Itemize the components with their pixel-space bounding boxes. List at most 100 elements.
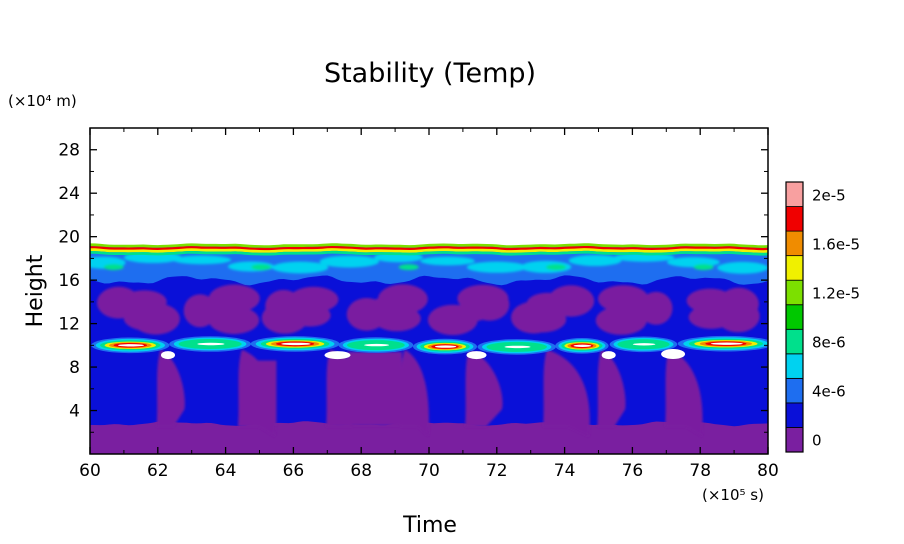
- colorbar-swatch: [785, 230, 804, 257]
- white-patch: [601, 351, 616, 360]
- y-tick-label: 8: [69, 358, 80, 378]
- tropopause-rim: [90, 246, 768, 251]
- x-unit-label: (×10⁵ s): [702, 486, 764, 504]
- upper-purple-blob: [618, 298, 652, 317]
- cyan-streak: [319, 255, 379, 268]
- cyan-streak: [420, 256, 475, 266]
- upper-purple-regions: [97, 284, 760, 336]
- purple-plume: [156, 349, 185, 427]
- purple-plume: [665, 349, 703, 437]
- band-upper-blue: [90, 263, 768, 349]
- purple-plume: [597, 349, 626, 427]
- colorbar-swatch: [785, 402, 804, 428]
- cyan-streak: [614, 253, 675, 262]
- tropopause-rim: [90, 250, 768, 256]
- purple-plume: [465, 349, 503, 427]
- colorbar-swatch: [785, 328, 804, 355]
- x-tick-label: 74: [554, 461, 576, 481]
- y-axis-label: Height: [23, 254, 48, 327]
- colorbar-label: 4e-6: [812, 383, 846, 401]
- colorbar-frame: [785, 181, 804, 453]
- x-tick-label: 76: [622, 461, 644, 481]
- colorbar-swatch: [785, 279, 804, 306]
- x-tick-label: 66: [283, 461, 305, 481]
- tropopause-rim: [90, 248, 768, 253]
- green-streak: [251, 264, 272, 271]
- green-streak: [103, 264, 124, 271]
- stable-lens-core: [281, 342, 311, 346]
- stable-lens-core: [573, 344, 592, 347]
- colorbar-swatch: [785, 181, 804, 207]
- purple-plume: [543, 349, 590, 437]
- upper-purple-blob: [204, 295, 243, 316]
- cyan-streak: [272, 261, 329, 274]
- contour-field: [90, 243, 768, 454]
- x-tick-label: 64: [215, 461, 237, 481]
- white-patch: [161, 351, 175, 360]
- purple-column: [347, 351, 402, 426]
- x-tick-label: 72: [486, 461, 508, 481]
- lower-purple-plumes: [156, 349, 703, 437]
- green-streak: [546, 264, 567, 271]
- stable-lens-core: [504, 345, 531, 349]
- green-streak: [693, 264, 714, 271]
- stable-lens-core: [710, 342, 743, 345]
- colorbar-swatch: [785, 206, 804, 232]
- stable-lens-core: [434, 345, 457, 348]
- white-patch: [324, 351, 351, 360]
- colorbar-label: 1.6e-5: [812, 235, 860, 253]
- x-tick-label: 68: [350, 461, 372, 481]
- y-tick-label: 12: [58, 315, 80, 335]
- y-axis: 4 8 12 16 20 24 28: [58, 141, 768, 433]
- cyan-streak: [466, 261, 527, 273]
- purple-plume: [400, 349, 429, 437]
- colorbar-swatch: [785, 255, 804, 281]
- stable-lens-core: [364, 343, 390, 347]
- x-tick-label: 60: [79, 461, 101, 481]
- band-surface-purple: [90, 421, 768, 454]
- upper-purple-blob: [511, 301, 557, 334]
- white-patch: [661, 349, 686, 360]
- purple-column: [245, 360, 277, 426]
- colorbar-label: 8e-6: [812, 334, 846, 352]
- cyan-streak: [568, 254, 622, 267]
- white-patch: [466, 351, 487, 360]
- colorbar-swatch: [785, 377, 804, 404]
- tropopause-rim: [90, 243, 768, 248]
- upper-purple-blob: [718, 287, 759, 321]
- colorbar-swatch: [785, 304, 804, 330]
- upper-purple-blob: [547, 285, 595, 317]
- x-tick-label: 62: [147, 461, 169, 481]
- y-tick-label: 20: [58, 228, 80, 248]
- colorbar-label: 0: [812, 432, 822, 450]
- upper-purple-blob: [265, 289, 302, 323]
- y-unit-label: (×10⁴ m): [8, 92, 77, 110]
- x-axis-label: Time: [402, 513, 457, 538]
- colorbar-label: 1.2e-5: [812, 285, 860, 303]
- colorbar-swatch: [785, 353, 804, 379]
- stable-lens-core: [632, 343, 656, 346]
- chart-title: Stability (Temp): [324, 58, 536, 89]
- upper-purple-blob: [97, 286, 141, 319]
- upper-purple-blob: [457, 284, 509, 313]
- cyan-streak: [717, 261, 768, 274]
- colorbar: 0 4e-6 8e-6 1.2e-5 1.6e-5 2e-5: [785, 181, 860, 453]
- x-tick-label: 78: [689, 461, 711, 481]
- x-tick-label: 70: [418, 461, 440, 481]
- upper-purple-blob: [373, 305, 421, 332]
- x-tick-label: 80: [757, 461, 779, 481]
- stable-lens-core: [197, 342, 225, 346]
- y-tick-label: 24: [58, 184, 80, 204]
- upper-purple-blob: [639, 291, 673, 325]
- stable-lens-core: [117, 344, 145, 347]
- green-streak: [398, 264, 419, 271]
- cyan-streak: [172, 255, 232, 265]
- x-axis: 60 62 64 66 68 70 72 74 76 78 80: [79, 128, 779, 481]
- y-tick-label: 4: [69, 402, 80, 422]
- y-tick-label: 28: [58, 141, 80, 161]
- upper-purple-blob: [131, 303, 180, 335]
- colorbar-swatch: [785, 427, 804, 453]
- stable-layer-10km: [91, 335, 768, 355]
- colorbar-label: 2e-5: [812, 186, 846, 204]
